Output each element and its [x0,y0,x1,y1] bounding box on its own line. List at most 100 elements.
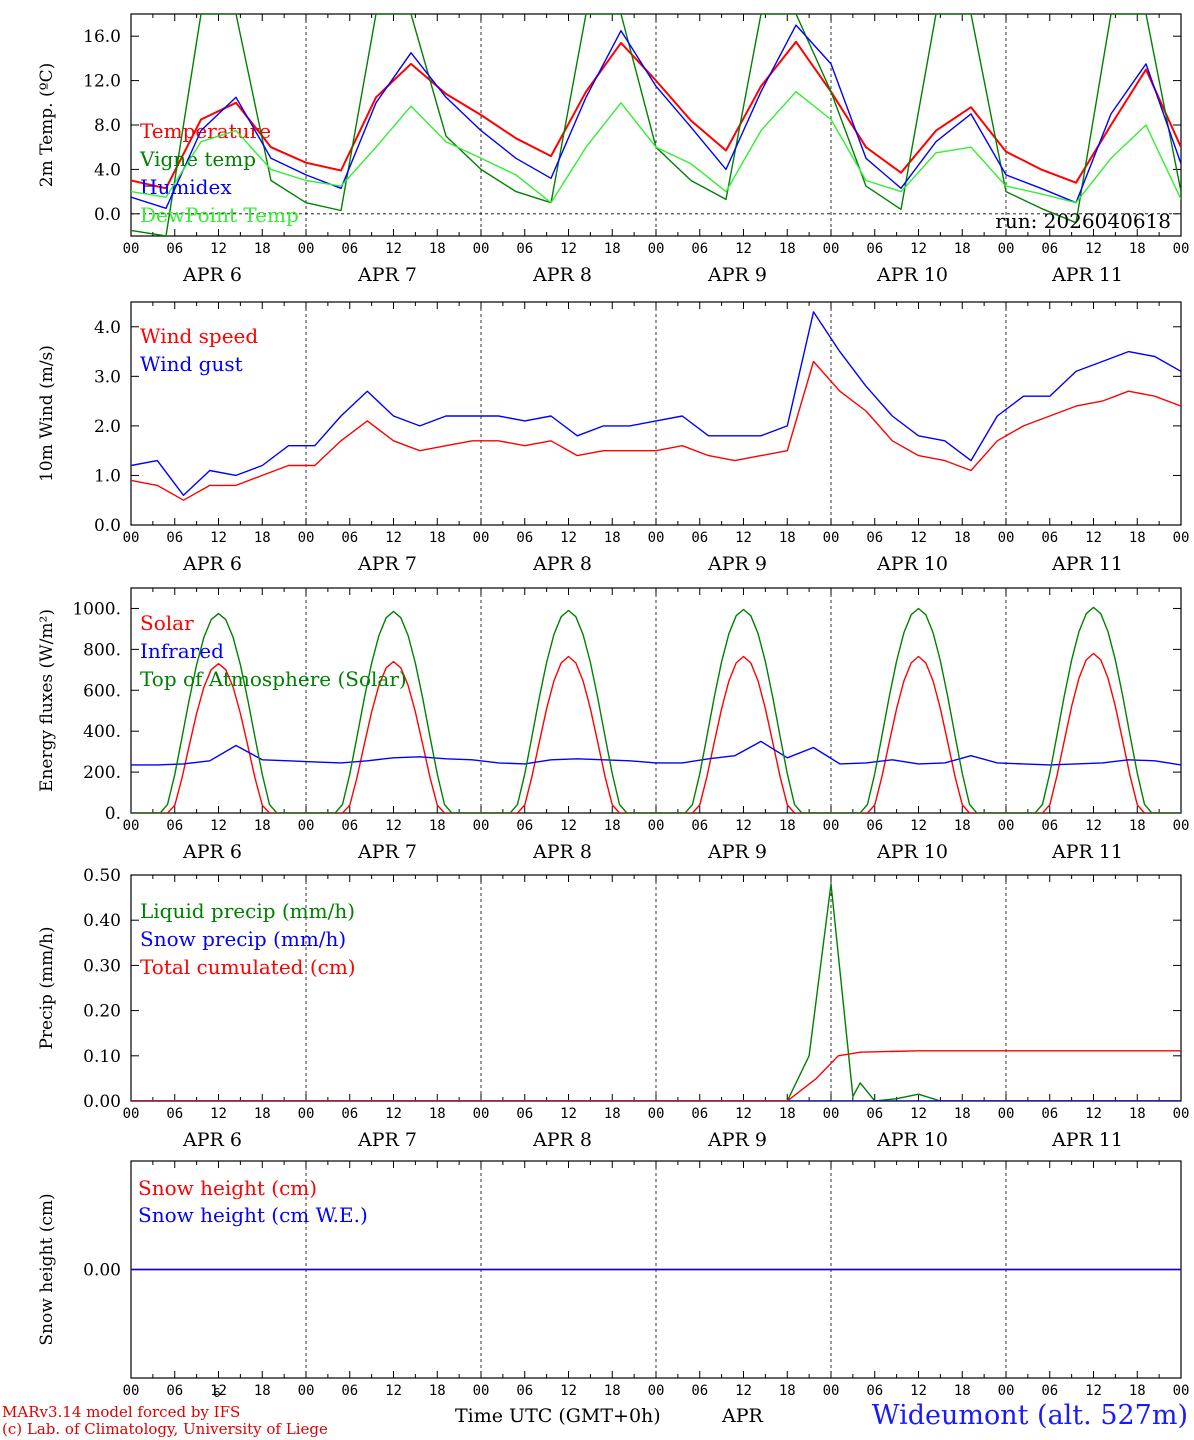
x-tick-label: 12 [210,818,227,834]
x-tick-label: 06 [691,530,708,546]
x-tick-label: 00 [1173,1383,1190,1399]
y-tick-label: 0.10 [83,1047,121,1067]
panel-frame [130,301,1182,526]
x-tick-label: 00 [823,241,840,257]
series-line-wind-gust [131,311,1181,496]
x-tick-label: 12 [1085,818,1102,834]
x-tick-label: 18 [954,530,971,546]
y-tick-label: 800. [83,640,121,660]
legend-entry: Snow height (cm W.E.) [138,1203,368,1227]
x-tick-label: 00 [473,530,490,546]
x-tick-label: 00 [648,530,665,546]
x-tick-label: 12 [385,1106,402,1122]
footer-month: APR [722,1405,763,1427]
x-tick-label: 06 [1041,818,1058,834]
x-tick-label: 12 [1085,1383,1102,1399]
x-tick-label: 18 [954,1383,971,1399]
legend-entry: Infrared [140,639,224,663]
x-tick-label: 18 [1129,241,1146,257]
x-tick-label: 00 [473,1106,490,1122]
y-tick-label: 8.0 [94,116,121,136]
y-tick-label: 0.0 [94,205,121,225]
x-tick-label: 00 [473,818,490,834]
x-tick-label: 06 [866,1106,883,1122]
y-tick-label: 400. [83,722,121,742]
x-tick-label: 00 [648,1383,665,1399]
x-tick-label: 12 [385,530,402,546]
x-tick-label: 12 [560,1106,577,1122]
y-tick-label: 4.0 [94,160,121,180]
x-tick-label: 06 [516,818,533,834]
x-tick-label: 06 [691,1106,708,1122]
x-tick-label: 12 [1085,1106,1102,1122]
x-tick-label: 00 [1173,1106,1190,1122]
day-label: APR 9 [707,841,767,863]
y-tick-label: 1.0 [94,466,121,486]
x-tick-label: 00 [648,241,665,257]
day-label: APR 10 [876,1129,948,1151]
day-label: APR 8 [532,841,592,863]
day-label: APR 11 [1051,264,1123,286]
x-tick-label: 18 [254,818,271,834]
series-line-infrared [131,740,1181,766]
x-tick-label: 12 [560,530,577,546]
x-tick-label: 18 [254,1383,271,1399]
day-label: APR 6 [182,1129,242,1151]
x-tick-label: 18 [779,818,796,834]
y-tick-label: 12.0 [83,72,121,92]
series-line-liquid-precip-mm-h- [131,883,1181,1101]
x-tick-label: 12 [910,530,927,546]
y-axis-label: 2m Temp. (ºC) [37,63,57,188]
legend-entry: Solar [140,611,194,635]
x-tick-label: 12 [560,1383,577,1399]
x-tick-label: 12 [560,818,577,834]
x-tick-label: 18 [1129,1383,1146,1399]
day-label: APR 10 [876,553,948,575]
x-tick-label: 00 [1173,241,1190,257]
legend-entry: DewPoint Temp [140,203,299,227]
x-tick-label: 18 [779,241,796,257]
x-tick-label: 12 [910,1383,927,1399]
day-label: APR 8 [532,264,592,286]
y-tick-label: 4.0 [94,318,121,338]
y-tick-label: 0.00 [83,1261,121,1281]
series-line-temperature [131,40,1181,190]
y-tick-label: 2.0 [94,417,121,437]
series-line-wind-speed [131,360,1181,501]
x-tick-label: 06 [866,818,883,834]
x-tick-label: 00 [998,818,1015,834]
x-tick-label: 00 [298,1383,315,1399]
day-label: APR 9 [707,264,767,286]
x-tick-label: 12 [560,241,577,257]
y-tick-label: 0.00 [83,1092,121,1112]
day-label: APR 9 [707,1129,767,1151]
y-tick-label: 0.50 [83,866,121,886]
x-tick-label: 18 [604,241,621,257]
x-tick-label: 12 [210,1383,227,1399]
x-tick-label: 00 [998,1106,1015,1122]
x-tick-label: 06 [166,1106,183,1122]
day-label: APR 6 [182,264,242,286]
x-tick-label: 18 [604,530,621,546]
x-tick-label: 12 [910,818,927,834]
x-tick-label: 00 [123,530,140,546]
x-tick-label: 06 [691,241,708,257]
x-tick-label: 12 [385,1383,402,1399]
x-tick-label: 06 [1041,530,1058,546]
x-tick-label: 18 [779,1383,796,1399]
legend-entry: Liquid precip (mm/h) [140,899,355,923]
x-tick-label: 18 [1129,818,1146,834]
y-tick-label: 200. [83,763,121,783]
x-tick-label: 12 [735,818,752,834]
x-tick-label: 00 [998,1383,1015,1399]
x-tick-label: 06 [691,1383,708,1399]
series-line-dewpoint-temp [131,91,1181,204]
day-label: APR 11 [1051,841,1123,863]
x-tick-label: 18 [254,530,271,546]
x-tick-label: 12 [910,241,927,257]
x-tick-label: 18 [604,818,621,834]
x-tick-label: 00 [823,818,840,834]
x-tick-label: 00 [648,818,665,834]
y-tick-label: 1000. [72,599,121,619]
run-annotation: run: 2026040618 [995,209,1171,233]
